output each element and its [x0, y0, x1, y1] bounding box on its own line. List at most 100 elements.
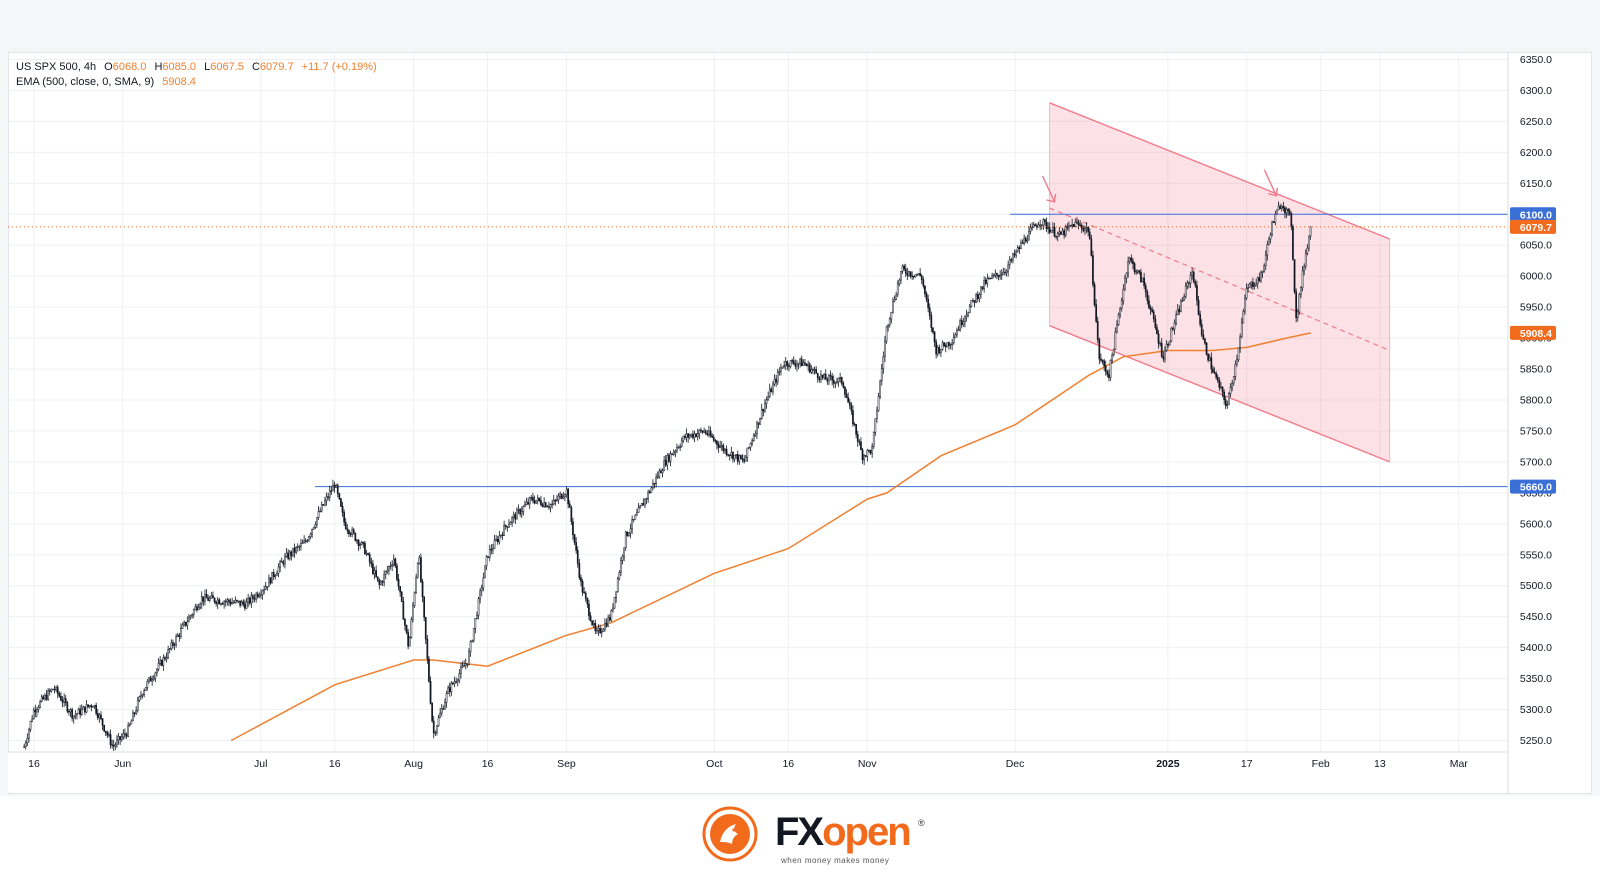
candle-body [816, 373, 819, 379]
candle-body [116, 739, 118, 746]
candle-body [423, 596, 425, 618]
candle-body [1232, 376, 1235, 384]
candle-body [501, 534, 504, 536]
candle-body [1231, 382, 1233, 388]
candle-body [514, 514, 517, 520]
candle-body [679, 446, 681, 448]
candle-body [144, 687, 147, 691]
candle-body [517, 509, 520, 511]
ema-series-line [230, 332, 1312, 742]
candle-body [188, 616, 190, 623]
candle-body [39, 701, 41, 708]
candle-body [55, 687, 57, 691]
candle-body [82, 706, 85, 710]
time-axis[interactable]: 16 Jun Jul 16 Aug 16 Sep Oct 16 Nov Dec 2025 17 Feb 13… [8, 751, 1508, 770]
candle-body [1055, 236, 1057, 238]
candle-body [284, 556, 286, 565]
candle-body [1082, 227, 1085, 231]
candle-body [879, 380, 881, 397]
candle-body [180, 628, 182, 637]
candle-body [940, 349, 942, 354]
candle-body [775, 378, 777, 383]
candle-body [712, 437, 715, 441]
candle-body [471, 640, 473, 642]
time-tick-label: 17 [1241, 758, 1253, 770]
candle-body [1080, 224, 1083, 229]
candle-body [184, 621, 187, 626]
arrow-icon [1263, 169, 1277, 196]
candle-body [503, 524, 505, 536]
candle-body [1128, 257, 1131, 262]
candle-body [520, 511, 523, 515]
candle-body [1240, 322, 1243, 338]
candle-body [653, 482, 656, 485]
candle-body [1053, 227, 1056, 237]
candle-body [456, 679, 459, 682]
candle-body [476, 615, 478, 619]
candle-body [205, 593, 208, 599]
candle-body [1028, 230, 1030, 241]
candle-body [1258, 277, 1261, 282]
candle-body [490, 548, 493, 551]
candle-body [196, 606, 198, 611]
price-tick-label: 6300.0 [1520, 85, 1552, 97]
price-tick-label: 5300.0 [1520, 704, 1552, 716]
candle-body [930, 315, 933, 328]
price-axis[interactable]: 5250.0 5300.0 5350.0 5400.0 5450.0 5500.0 5550… [1507, 52, 1552, 794]
candle-body [1207, 353, 1209, 361]
time-tick-label: Oct [706, 758, 722, 770]
candle-body [626, 531, 629, 536]
price-tick-label: 5950.0 [1520, 302, 1552, 314]
candle-body [69, 709, 72, 713]
candle-body [845, 394, 848, 398]
candle-body [1005, 270, 1008, 273]
candle-body [1004, 271, 1006, 274]
candle-body [45, 694, 48, 700]
candle-body [437, 717, 440, 727]
candle-body [151, 679, 153, 682]
candle-body [546, 506, 549, 508]
candle-body [1183, 296, 1185, 301]
candle-body [104, 730, 107, 733]
candle-body [1034, 224, 1037, 227]
candle-body [1103, 360, 1105, 367]
candle-body [772, 383, 774, 393]
candle-body [442, 708, 445, 710]
footer [0, 796, 1600, 879]
candle-body [951, 342, 953, 345]
price-tick-label: 6250.0 [1520, 116, 1552, 128]
candle-body [989, 277, 992, 280]
price-tick-label: 5450.0 [1520, 611, 1552, 623]
last-price-badge [1510, 219, 1556, 234]
candle-body [1285, 209, 1288, 214]
candle-body [215, 601, 217, 605]
candle-body [592, 623, 595, 625]
candle-body [303, 540, 305, 544]
candle-body [871, 446, 873, 454]
candle-body [1061, 230, 1064, 235]
candle-body [319, 510, 321, 513]
candles [8, 201, 1508, 792]
candle-body [156, 668, 158, 674]
candle-body [908, 271, 910, 276]
candle-body [236, 599, 238, 602]
candle-body [79, 708, 81, 715]
candle-body [309, 533, 312, 537]
candle-body [1296, 311, 1299, 319]
candle-body [112, 744, 115, 747]
candle-body [272, 572, 275, 578]
candle-body [890, 311, 893, 320]
candle-body [320, 504, 323, 512]
price-tick-label: 5550.0 [1520, 549, 1552, 561]
candle-body [586, 597, 589, 605]
candle-body [1264, 254, 1267, 266]
candle-body [536, 497, 539, 501]
candle-body [1160, 343, 1163, 357]
candle-body [696, 433, 699, 437]
candle-body [492, 548, 494, 551]
candle-body [368, 554, 371, 563]
candle-body [1215, 373, 1217, 378]
candle-body [466, 663, 469, 665]
candle-body [335, 484, 337, 488]
